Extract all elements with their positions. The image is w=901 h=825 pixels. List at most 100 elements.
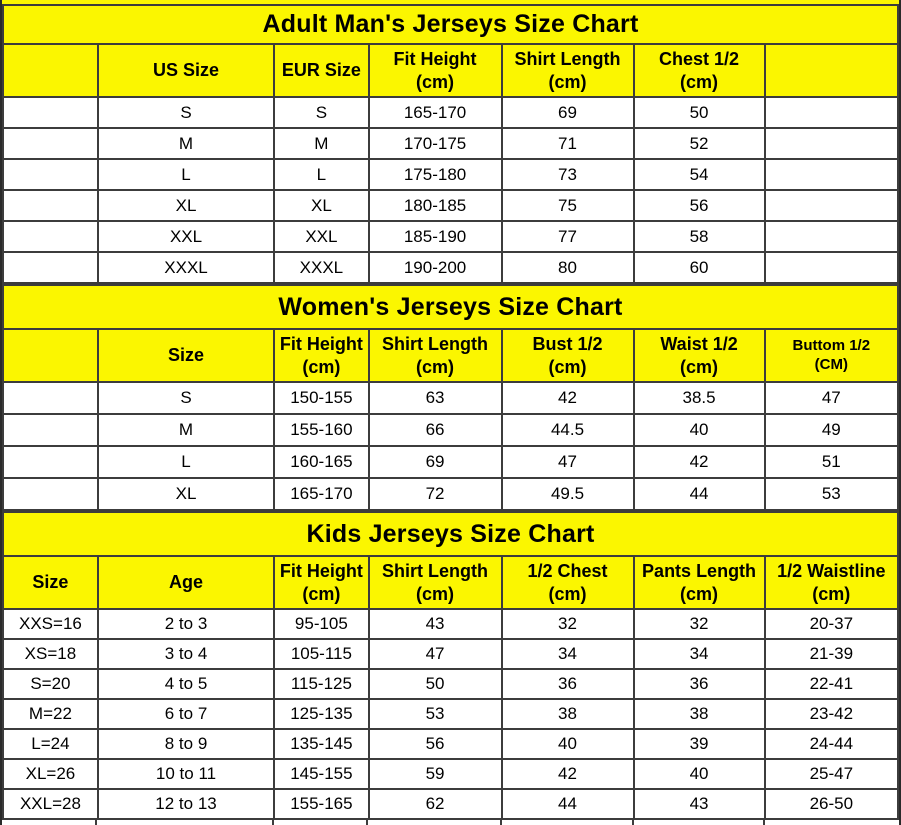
- table-row: M M 170-175 71 52: [2, 127, 899, 160]
- column-header: Age: [96, 555, 276, 610]
- table-cell: 180-185: [367, 189, 503, 222]
- table-cell: L: [96, 445, 276, 479]
- column-header-label: Fit Height: [279, 334, 363, 354]
- table-cell: 32: [500, 608, 635, 640]
- table-cell: 47: [763, 381, 899, 415]
- table-cell: [763, 220, 899, 253]
- column-header-unit: (cm): [548, 583, 587, 604]
- table-cell: 75: [500, 189, 635, 222]
- table-cell: 63: [367, 381, 503, 415]
- table-cell: 6 to 7: [96, 698, 276, 730]
- table-cell: 54: [632, 158, 766, 191]
- table-cell: 80: [500, 251, 635, 284]
- column-header-unit: (cm): [812, 583, 851, 604]
- table-cell: 4 to 5: [96, 668, 276, 700]
- table-cell: 40: [632, 758, 766, 790]
- chart-title: Kids Jerseys Size Chart: [2, 511, 899, 557]
- table-cell: 25-47: [763, 758, 899, 790]
- grid-stub: [274, 820, 369, 825]
- table-cell: [763, 127, 899, 160]
- table-cell: 165-170: [273, 477, 370, 511]
- column-header-unit: (cm): [416, 583, 455, 604]
- top-partial-row: [2, 0, 899, 4]
- column-header-label: Shirt Length: [382, 334, 489, 354]
- table-cell: [763, 251, 899, 284]
- column-header-label: Size: [32, 572, 69, 593]
- table-cell: S: [273, 96, 370, 129]
- column-header-unit: (cm): [302, 583, 341, 604]
- table-cell: 155-165: [273, 788, 370, 820]
- table-cell: [763, 189, 899, 222]
- womens-size-chart: Women's Jerseys Size Chart Size Fit Height…: [2, 284, 899, 511]
- column-header-label: Fit Height: [393, 49, 477, 69]
- table-cell: 24-44: [763, 728, 899, 760]
- table-cell: 155-160: [273, 413, 370, 447]
- table-row: S=20 4 to 5 115-125 50 36 36 22-41: [2, 668, 899, 700]
- table-cell: 77: [500, 220, 635, 253]
- table-cell: [2, 158, 99, 191]
- table-cell: 23-42: [763, 698, 899, 730]
- grid-stub: [2, 820, 98, 825]
- table-cell: [2, 96, 99, 129]
- column-header-label: Bust 1/2: [532, 334, 603, 354]
- table-cell: [763, 96, 899, 129]
- column-header: 1/2 Chest (cm): [500, 555, 635, 610]
- table-cell: 8 to 9: [96, 728, 276, 760]
- table-cell: 50: [367, 668, 503, 700]
- column-header: Fit Height (cm): [367, 43, 503, 98]
- table-cell: L: [96, 158, 276, 191]
- table-cell: 53: [367, 698, 503, 730]
- chart-title: Adult Man's Jerseys Size Chart: [2, 4, 899, 45]
- table-cell: XXL=28: [2, 788, 99, 820]
- table-cell: XXXL: [96, 251, 276, 284]
- column-header-label: Chest 1/2: [659, 49, 740, 69]
- table-cell: 38: [500, 698, 635, 730]
- table-row: XS=18 3 to 4 105-115 47 34 34 21-39: [2, 638, 899, 670]
- table-cell: 49.5: [500, 477, 635, 511]
- table-cell: 60: [632, 251, 766, 284]
- table-cell: M: [273, 127, 370, 160]
- table-cell: 105-115: [273, 638, 370, 670]
- grid-stub: [765, 820, 899, 825]
- table-row: XXL=28 12 to 13 155-165 62 44 43 26-50: [2, 788, 899, 820]
- table-row: S S 165-170 69 50: [2, 96, 899, 129]
- table-cell: 95-105: [273, 608, 370, 640]
- column-header: Shirt Length (cm): [500, 43, 635, 98]
- table-row: XL 165-170 72 49.5 44 53: [2, 477, 899, 511]
- column-header-unit: (cm): [302, 356, 341, 377]
- kids-size-chart: Kids Jerseys Size Chart Size Age Fit Height…: [2, 511, 899, 820]
- bottom-partial-row: [2, 820, 899, 825]
- table-cell: 3 to 4: [96, 638, 276, 670]
- column-header: 1/2 Waistline (cm): [763, 555, 899, 610]
- table-row: L L 175-180 73 54: [2, 158, 899, 191]
- column-header: Size: [2, 555, 99, 610]
- table-cell: XS=18: [2, 638, 99, 670]
- table-cell: 115-125: [273, 668, 370, 700]
- table-cell: 40: [632, 413, 766, 447]
- table-cell: 36: [500, 668, 635, 700]
- table-cell: [2, 127, 99, 160]
- column-header-label: Pants Length: [642, 561, 757, 581]
- column-header-label: US Size: [153, 60, 220, 81]
- table-row: M 155-160 66 44.5 40 49: [2, 413, 899, 447]
- table-cell: 20-37: [763, 608, 899, 640]
- column-header-label: 1/2 Chest: [527, 561, 608, 581]
- table-cell: 44.5: [500, 413, 635, 447]
- column-header: Waist 1/2 (cm): [632, 328, 766, 383]
- table-cell: 50: [632, 96, 766, 129]
- table-cell: 125-135: [273, 698, 370, 730]
- column-header-label: Shirt Length: [514, 49, 621, 69]
- table-cell: 71: [500, 127, 635, 160]
- column-header-label: Waist 1/2: [660, 334, 738, 354]
- column-header: Pants Length (cm): [632, 555, 766, 610]
- column-header-label: EUR Size: [281, 60, 361, 81]
- table-cell: XXS=16: [2, 608, 99, 640]
- column-header-unit: (cm): [680, 356, 719, 377]
- column-header-unit: (cm): [680, 583, 719, 604]
- column-header: Fit Height (cm): [273, 328, 370, 383]
- column-header-unit: (cm): [548, 71, 587, 92]
- column-header: [2, 328, 99, 383]
- table-cell: 10 to 11: [96, 758, 276, 790]
- column-header: Buttom 1/2 (CM): [763, 328, 899, 383]
